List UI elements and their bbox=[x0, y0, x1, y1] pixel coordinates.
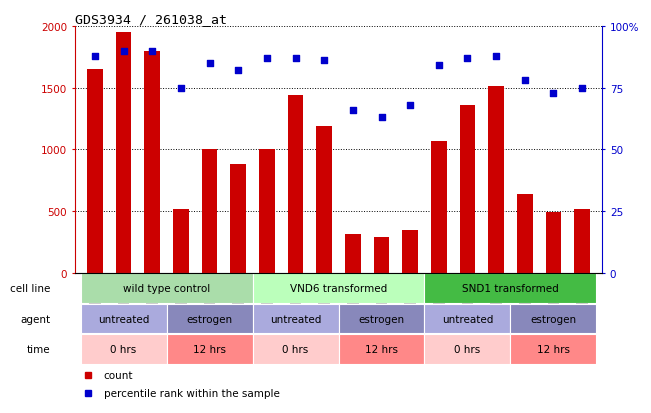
Text: 12 hrs: 12 hrs bbox=[537, 344, 570, 354]
Text: 0 hrs: 0 hrs bbox=[111, 344, 137, 354]
Bar bbox=[339, 335, 424, 364]
Text: SND1 transformed: SND1 transformed bbox=[462, 283, 559, 293]
Text: percentile rank within the sample: percentile rank within the sample bbox=[104, 389, 280, 399]
Text: untreated: untreated bbox=[270, 314, 321, 324]
Bar bbox=[546, 213, 561, 273]
Bar bbox=[424, 335, 510, 364]
Bar bbox=[202, 150, 217, 273]
Text: untreated: untreated bbox=[98, 314, 149, 324]
Bar bbox=[145, 52, 160, 273]
Text: estrogen: estrogen bbox=[186, 314, 232, 324]
Bar bbox=[167, 304, 253, 333]
Point bbox=[262, 56, 272, 62]
Bar bbox=[253, 274, 424, 303]
Bar bbox=[316, 126, 332, 273]
Text: estrogen: estrogen bbox=[359, 314, 404, 324]
Bar bbox=[374, 237, 389, 273]
Text: time: time bbox=[27, 344, 51, 354]
Bar bbox=[81, 335, 167, 364]
Bar bbox=[253, 335, 339, 364]
Text: count: count bbox=[104, 370, 133, 380]
Text: 0 hrs: 0 hrs bbox=[283, 344, 309, 354]
Bar bbox=[288, 96, 303, 273]
Bar bbox=[402, 230, 418, 273]
Point bbox=[519, 78, 530, 84]
Point bbox=[290, 56, 301, 62]
Bar bbox=[253, 304, 339, 333]
Point bbox=[348, 107, 358, 114]
Bar bbox=[167, 335, 253, 364]
Bar bbox=[574, 209, 590, 273]
Text: untreated: untreated bbox=[442, 314, 493, 324]
Point bbox=[204, 60, 215, 67]
Bar bbox=[488, 87, 504, 273]
Text: 0 hrs: 0 hrs bbox=[454, 344, 480, 354]
Point bbox=[548, 90, 559, 97]
Point bbox=[434, 63, 444, 69]
Point bbox=[491, 53, 501, 60]
Bar bbox=[460, 106, 475, 273]
Bar bbox=[81, 274, 253, 303]
Point bbox=[577, 85, 587, 92]
Point bbox=[176, 85, 186, 92]
Text: 12 hrs: 12 hrs bbox=[365, 344, 398, 354]
Text: VND6 transformed: VND6 transformed bbox=[290, 283, 387, 293]
Bar bbox=[81, 304, 167, 333]
Text: cell line: cell line bbox=[10, 283, 51, 293]
Bar bbox=[424, 274, 596, 303]
Bar bbox=[345, 235, 361, 273]
Bar bbox=[510, 335, 596, 364]
Bar bbox=[259, 150, 275, 273]
Text: agent: agent bbox=[20, 314, 51, 324]
Point bbox=[405, 102, 415, 109]
Bar bbox=[424, 304, 510, 333]
Text: GDS3934 / 261038_at: GDS3934 / 261038_at bbox=[75, 13, 227, 26]
Point bbox=[118, 48, 129, 55]
Point bbox=[90, 53, 100, 60]
Bar bbox=[87, 70, 103, 273]
Point bbox=[376, 115, 387, 121]
Bar bbox=[431, 141, 447, 273]
Bar bbox=[230, 165, 246, 273]
Text: 12 hrs: 12 hrs bbox=[193, 344, 226, 354]
Bar bbox=[173, 209, 189, 273]
Bar bbox=[510, 304, 596, 333]
Bar bbox=[517, 194, 533, 273]
Point bbox=[319, 58, 329, 64]
Text: wild type control: wild type control bbox=[123, 283, 210, 293]
Text: estrogen: estrogen bbox=[531, 314, 577, 324]
Bar bbox=[339, 304, 424, 333]
Point bbox=[233, 68, 243, 74]
Point bbox=[147, 48, 158, 55]
Point bbox=[462, 56, 473, 62]
Bar bbox=[116, 33, 132, 273]
